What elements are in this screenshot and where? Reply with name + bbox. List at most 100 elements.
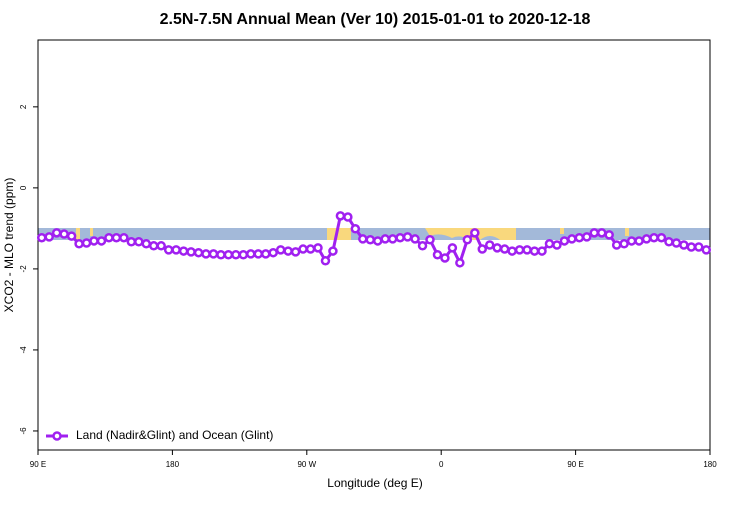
- data-point: [238, 249, 249, 260]
- data-point: [81, 238, 92, 248]
- ocean-band: [38, 228, 710, 240]
- data-point: [611, 240, 622, 250]
- y-tick-label: -2: [19, 265, 28, 273]
- data-point: [626, 236, 637, 246]
- data-point: [574, 232, 585, 243]
- data-point: [36, 232, 47, 243]
- y-tick-label: 0: [19, 185, 28, 190]
- data-point: [59, 229, 69, 239]
- data-point: [447, 243, 458, 253]
- data-point: [492, 243, 502, 253]
- data-point: [111, 232, 122, 243]
- data-point: [372, 236, 383, 246]
- data-point: [223, 249, 234, 260]
- data-point: [51, 228, 62, 238]
- data-point: [290, 247, 301, 257]
- data-point: [432, 249, 443, 260]
- legend-marker: [52, 431, 62, 441]
- data-point: [268, 247, 278, 258]
- data-point: [455, 258, 465, 268]
- data-point: [163, 245, 174, 255]
- land-patch: [90, 228, 93, 236]
- data-point: [417, 241, 428, 251]
- data-point: [216, 249, 226, 260]
- x-tick-label: 0: [439, 460, 444, 469]
- data-point: [246, 249, 256, 259]
- data-point: [544, 239, 555, 249]
- data-point: [156, 241, 166, 251]
- data-point: [589, 228, 600, 238]
- data-point: [148, 241, 159, 251]
- data-point: [634, 236, 644, 246]
- chart-title: 2.5N-7.5N Annual Mean (Ver 10) 2015-01-0…: [160, 11, 591, 28]
- data-point: [178, 246, 189, 256]
- data-point: [477, 244, 488, 254]
- data-point: [596, 228, 607, 238]
- data-point: [582, 232, 592, 242]
- data-point: [559, 236, 570, 246]
- data-point: [567, 234, 577, 244]
- data-point: [380, 234, 390, 244]
- y-tick-label: -6: [19, 427, 28, 435]
- data-point: [656, 232, 667, 243]
- data-point: [402, 232, 413, 242]
- data-point: [305, 244, 316, 254]
- data-point: [74, 239, 84, 249]
- data-point: [201, 249, 211, 259]
- data-point: [649, 232, 659, 243]
- data-point: [96, 236, 107, 246]
- data-point: [208, 249, 219, 259]
- data-point: [499, 244, 510, 254]
- x-tick-label: 90 E: [567, 460, 583, 469]
- data-point: [358, 234, 368, 244]
- data-point: [171, 245, 181, 255]
- data-point: [343, 212, 353, 222]
- legend-label: Land (Nadir&Glint) and Ocean (Glint): [76, 428, 273, 442]
- data-point: [44, 232, 54, 242]
- data-point: [66, 231, 77, 241]
- data-point: [410, 234, 420, 244]
- y-axis-label: XCO2 - MLO trend (ppm): [2, 178, 16, 313]
- x-tick-label: 180: [703, 460, 717, 469]
- land-patch: [76, 228, 80, 240]
- data-point: [320, 256, 331, 266]
- data-point: [335, 211, 346, 221]
- data-point: [104, 232, 114, 243]
- data-point: [387, 234, 398, 244]
- land-patch: [327, 228, 351, 240]
- data-point: [283, 246, 293, 256]
- data-point: [425, 234, 435, 245]
- data-point: [193, 247, 204, 258]
- data-point: [141, 239, 152, 249]
- data-point: [484, 240, 495, 250]
- data-point: [641, 234, 652, 244]
- data-point: [186, 247, 196, 257]
- data-point: [313, 243, 323, 253]
- data-point: [694, 242, 704, 252]
- x-tick-label: 90 E: [30, 460, 46, 469]
- data-point: [126, 237, 137, 247]
- data-point: [253, 249, 264, 259]
- data-point: [89, 236, 99, 246]
- land-patch: [625, 228, 629, 236]
- data-point: [462, 234, 473, 245]
- plot-frame: [37, 39, 711, 451]
- data-point: [119, 232, 129, 243]
- x-tick-label: 90 W: [297, 460, 316, 469]
- data-point: [507, 246, 517, 256]
- land-patch: [560, 228, 564, 234]
- data-point: [529, 246, 540, 256]
- data-point: [298, 244, 308, 254]
- x-tick-label: 180: [166, 460, 180, 469]
- data-point: [552, 240, 562, 250]
- data-point: [365, 234, 376, 245]
- data-point: [522, 245, 532, 255]
- data-point: [275, 245, 286, 255]
- y-tick-label: 2: [19, 104, 28, 109]
- data-point: [679, 240, 689, 250]
- data-point: [231, 249, 241, 260]
- x-axis-label: Longitude (deg E): [327, 476, 422, 490]
- data-point: [328, 246, 338, 256]
- data-point: [671, 238, 682, 248]
